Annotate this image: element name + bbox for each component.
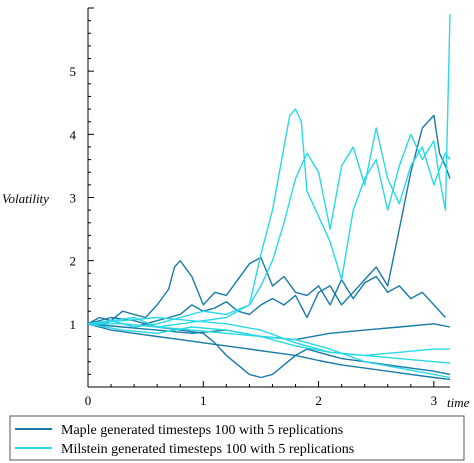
legend-label-milstein: Milstein generated timesteps 100 with 5 … [61, 442, 354, 457]
series-line-9 [87, 316, 450, 357]
x-axis-label: time [447, 395, 470, 410]
series-line-7 [87, 127, 451, 328]
x-tick-label: 3 [431, 393, 438, 408]
y-tick-label: 5 [70, 64, 77, 79]
y-tick-label: 3 [70, 191, 77, 206]
y-tick-label: 4 [70, 127, 77, 142]
x-tick-label: 0 [85, 393, 92, 408]
series-line-1 [87, 256, 446, 328]
y-axis-label: Volatility [2, 191, 49, 206]
axes: 0 1 2 3 1 2 3 4 5 [70, 7, 450, 408]
series-layer [87, 14, 451, 381]
series-line-10 [88, 323, 451, 379]
x-tick-label: 2 [315, 393, 322, 408]
legend-label-maple: Maple generated timesteps 100 with 5 rep… [61, 423, 343, 438]
x-tick-label: 1 [200, 393, 207, 408]
series-line-6 [87, 14, 451, 328]
series-line-2 [87, 114, 451, 328]
y-tick-label: 2 [70, 254, 77, 269]
legend: Maple generated timesteps 100 with 5 rep… [9, 415, 465, 461]
series-line-8 [87, 323, 451, 364]
legend-box [9, 415, 465, 461]
y-tick-label: 1 [70, 317, 77, 332]
series-line-3 [87, 323, 451, 381]
